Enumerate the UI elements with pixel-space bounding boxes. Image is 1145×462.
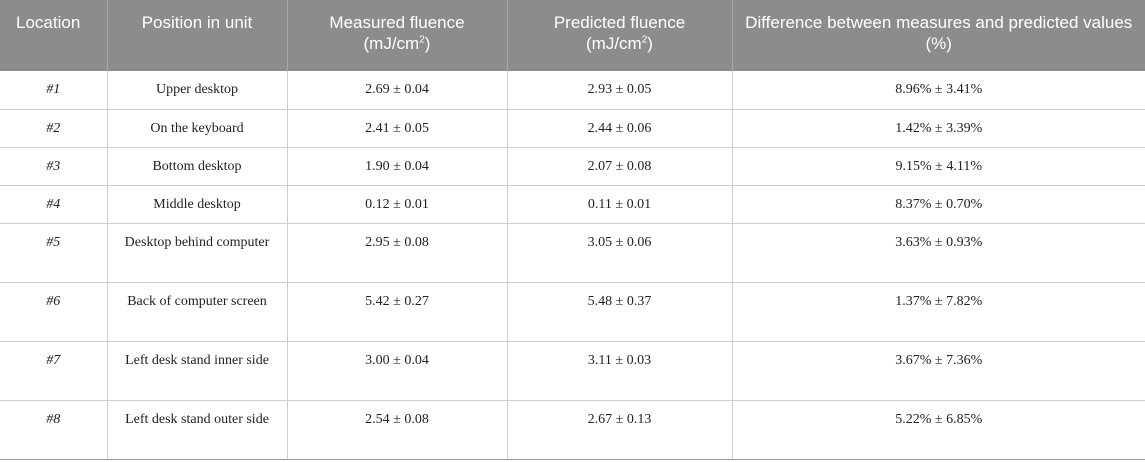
- cell-difference: 1.42% ± 3.39%: [731, 109, 1145, 148]
- cell-difference: 8.37% ± 0.70%: [731, 185, 1145, 224]
- cell-measured: 3.00 ± 0.04: [286, 341, 507, 401]
- cell-measured: 2.95 ± 0.08: [286, 223, 507, 283]
- table-header: Location Position in unit Measured fluen…: [0, 0, 1145, 71]
- cell-position: Back of computer screen: [106, 282, 287, 342]
- cell-position: Desktop behind computer: [106, 223, 287, 283]
- cell-position: Left desk stand inner side: [106, 341, 287, 401]
- cell-location: #4: [0, 185, 107, 224]
- cell-predicted: 0.11 ± 0.01: [506, 185, 732, 224]
- cell-predicted: 2.44 ± 0.06: [506, 109, 732, 148]
- table-row: #7 Left desk stand inner side 3.00 ± 0.0…: [0, 341, 1145, 401]
- header-measured-label: Measured fluence: [329, 13, 465, 32]
- header-difference: Difference between measures and predicte…: [731, 0, 1145, 71]
- cell-location: #6: [0, 282, 107, 342]
- table-row: #1 Upper desktop 2.69 ± 0.04 2.93 ± 0.05…: [0, 71, 1145, 110]
- cell-location: #5: [0, 223, 107, 283]
- header-location: Location: [16, 13, 81, 32]
- cell-predicted: 5.48 ± 0.37: [506, 282, 732, 342]
- cell-difference: 3.63% ± 0.93%: [731, 223, 1145, 283]
- header-predicted-unit-pre: (mJ/cm: [586, 34, 642, 53]
- table-row: #5 Desktop behind computer 2.95 ± 0.08 3…: [0, 223, 1145, 283]
- cell-measured: 2.69 ± 0.04: [286, 71, 507, 110]
- cell-position: Bottom desktop: [106, 147, 287, 186]
- cell-difference: 3.67% ± 7.36%: [731, 341, 1145, 401]
- cell-predicted: 2.07 ± 0.08: [506, 147, 732, 186]
- cell-measured: 1.90 ± 0.04: [286, 147, 507, 186]
- cell-measured: 0.12 ± 0.01: [286, 185, 507, 224]
- cell-difference: 1.37% ± 7.82%: [731, 282, 1145, 342]
- header-predicted: Predicted fluence (mJ/cm2): [506, 0, 732, 71]
- header-measured-unit-sup: 2: [419, 34, 425, 46]
- header-row: Location Position in unit Measured fluen…: [0, 0, 1145, 71]
- header-predicted-unit-sup: 2: [641, 34, 648, 46]
- header-predicted-label: Predicted fluence: [553, 13, 686, 32]
- cell-difference: 9.15% ± 4.11%: [731, 147, 1145, 186]
- cell-position: Middle desktop: [106, 185, 287, 224]
- table-row: #3 Bottom desktop 1.90 ± 0.04 2.07 ± 0.0…: [0, 147, 1145, 186]
- cell-position: Left desk stand outer side: [106, 400, 287, 460]
- table-row: #4 Middle desktop 0.12 ± 0.01 0.11 ± 0.0…: [0, 185, 1145, 224]
- cell-predicted: 3.05 ± 0.06: [506, 223, 732, 283]
- cell-location: #3: [0, 147, 107, 186]
- cell-predicted: 3.11 ± 0.03: [506, 341, 732, 401]
- header-measured: Measured fluence (mJ/cm2): [286, 0, 507, 71]
- table-row: #8 Left desk stand outer side 2.54 ± 0.0…: [0, 400, 1145, 460]
- cell-difference: 8.96% ± 3.41%: [731, 71, 1145, 110]
- cell-location: #8: [0, 400, 107, 460]
- header-predicted-unit-post: ): [647, 34, 653, 53]
- cell-location: #1: [0, 71, 107, 110]
- header-measured-unit-post: ): [424, 34, 431, 53]
- header-measured-unit-pre: (mJ/cm: [363, 34, 420, 53]
- header-position: Position in unit: [106, 0, 287, 71]
- cell-measured: 2.41 ± 0.05: [286, 109, 507, 148]
- cell-difference: 5.22% ± 6.85%: [731, 400, 1145, 460]
- cell-location: #7: [0, 341, 107, 401]
- cell-position: Upper desktop: [106, 71, 287, 110]
- cell-predicted: 2.93 ± 0.05: [506, 71, 732, 110]
- cell-location: #2: [0, 109, 107, 148]
- cell-position: On the keyboard: [106, 109, 287, 148]
- cell-measured: 2.54 ± 0.08: [286, 400, 507, 460]
- cell-measured: 5.42 ± 0.27: [286, 282, 507, 342]
- table-body: #1 Upper desktop 2.69 ± 0.04 2.93 ± 0.05…: [0, 71, 1145, 460]
- cell-predicted: 2.67 ± 0.13: [506, 400, 732, 460]
- table-row: #2 On the keyboard 2.41 ± 0.05 2.44 ± 0.…: [0, 109, 1145, 148]
- table-row: #6 Back of computer screen 5.42 ± 0.27 5…: [0, 282, 1145, 342]
